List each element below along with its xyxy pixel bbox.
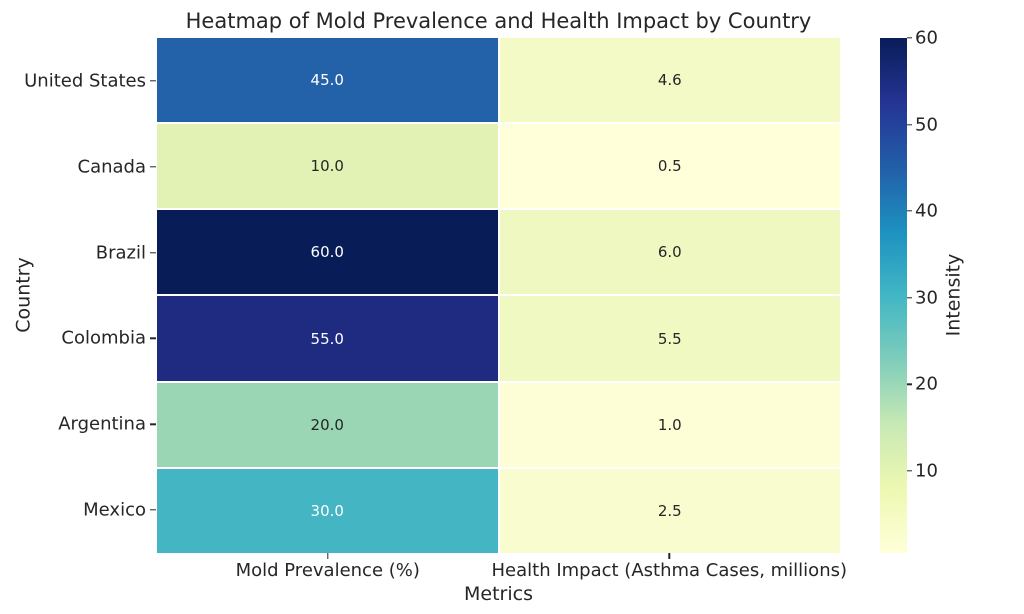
heatmap-cell: 55.0 [157, 296, 498, 381]
y-tick-mark [150, 337, 156, 340]
colorbar-tick-label: 30 [915, 287, 938, 309]
heatmap-cell: 60.0 [157, 210, 498, 295]
heatmap-cell: 2.5 [499, 468, 840, 553]
colorbar-tick-mark [907, 210, 912, 212]
x-tick-label: Mold Prevalence (%) [235, 560, 420, 581]
heatmap-cell: 6.0 [499, 210, 840, 295]
y-tick-label: Canada [77, 156, 147, 178]
y-tick-mark [150, 251, 156, 254]
x-axis-label: Metrics [464, 583, 533, 605]
y-tick-label: United States [24, 70, 146, 92]
colorbar-label: Intensity [941, 253, 964, 337]
chart-title: Heatmap of Mold Prevalence and Health Im… [185, 9, 812, 33]
heatmap-cell: 5.5 [499, 296, 840, 381]
colorbar-tick-label: 40 [915, 200, 938, 222]
y-tick-mark [150, 509, 156, 511]
colorbar-tick-mark [907, 37, 912, 39]
colorbar-tick-label: 10 [915, 460, 938, 482]
x-tick-label: Health Impact (Asthma Cases, millions) [491, 560, 848, 581]
colorbar-tick-mark [907, 383, 912, 385]
heatmap-grid: 45.0 4.6 10.0 0.5 60.0 6.0 55.0 5.5 20.0 1.0 30.0 2… [157, 38, 840, 553]
y-tick-mark [150, 423, 156, 425]
y-tick-label: Argentina [58, 413, 146, 435]
y-tick-mark [150, 80, 156, 82]
heatmap-cell: 4.6 [499, 38, 840, 123]
heatmap-cell: 45.0 [157, 38, 498, 123]
y-tick-label: Mexico [83, 499, 146, 521]
heatmap-cell: 0.5 [499, 124, 840, 209]
colorbar-tick-mark [907, 123, 912, 126]
x-tick-mark [327, 553, 329, 559]
colorbar-tick-label: 60 [915, 27, 938, 49]
y-axis-label: Country [12, 257, 35, 333]
x-tick-mark [668, 553, 670, 559]
colorbar-tick-mark [907, 470, 912, 472]
colorbar-gradient [880, 38, 907, 553]
y-tick-mark [150, 166, 156, 168]
heatmap-cell: 10.0 [157, 124, 498, 209]
heatmap-cell: 1.0 [499, 382, 840, 467]
colorbar-tick-label: 20 [915, 373, 938, 395]
heatmap-cell: 30.0 [157, 468, 498, 553]
colorbar-tick-mark [907, 296, 912, 299]
y-axis-label-wrap: Country [0, 235, 84, 355]
y-tick-label: Colombia [61, 327, 146, 349]
colorbar-label-wrap: Intensity [893, 235, 1013, 355]
y-tick-label: Brazil [95, 242, 146, 264]
heatmap-cell: 20.0 [157, 382, 498, 467]
colorbar-tick-label: 50 [915, 114, 938, 136]
